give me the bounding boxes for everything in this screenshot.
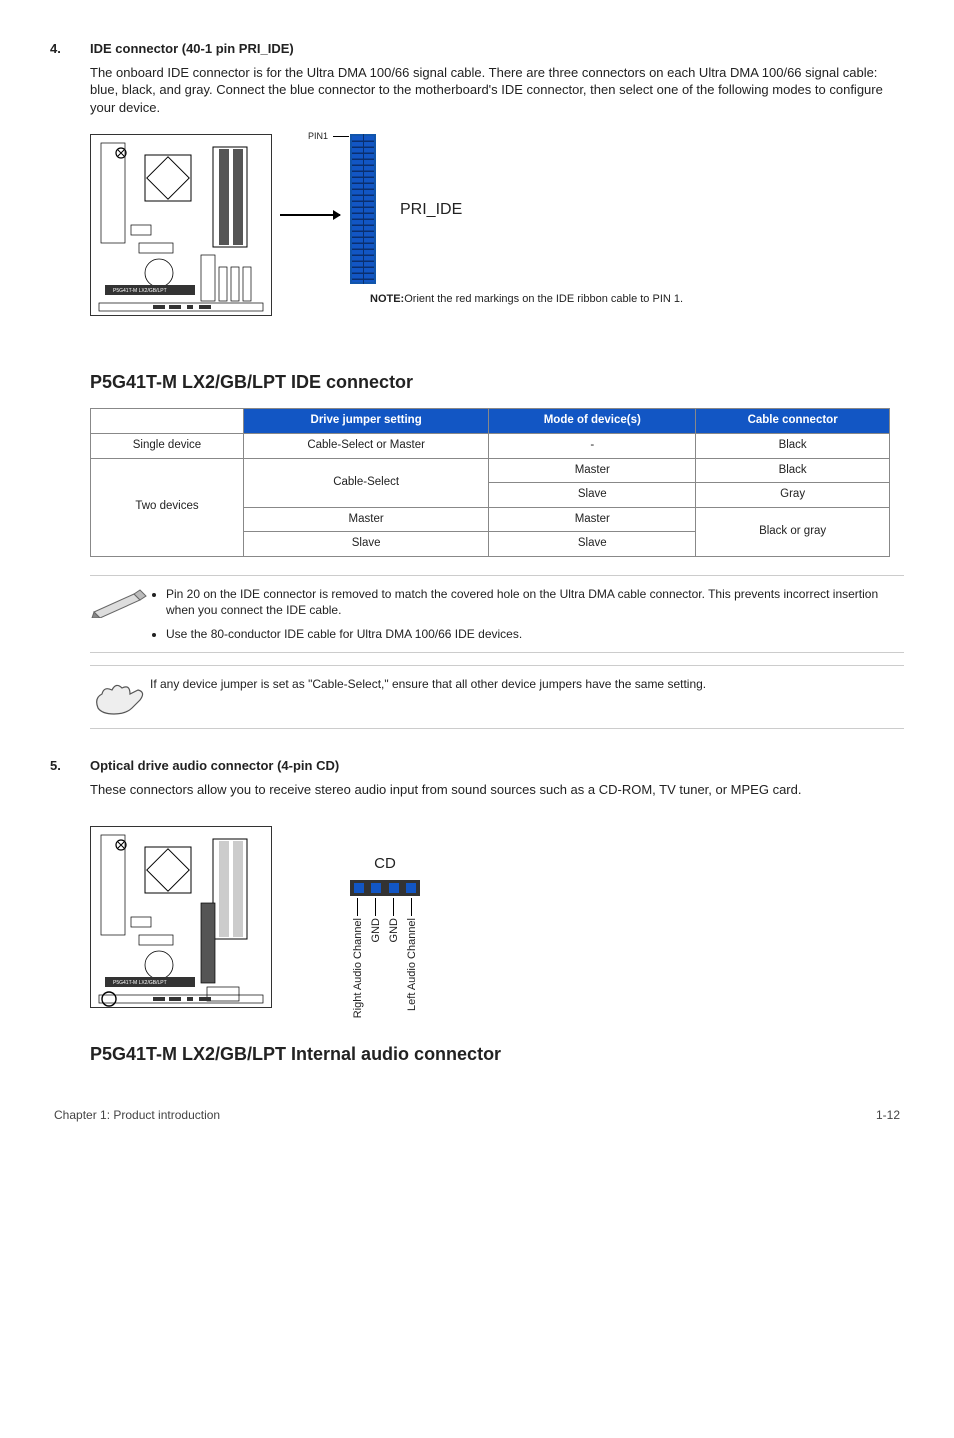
pri-ide-label: PRI_IDE (400, 199, 462, 221)
footer-left: Chapter 1: Product introduction (54, 1107, 220, 1123)
pin1-leader (333, 136, 349, 137)
cd-pin-labels: Right Audio Channel GND GND Left Audio C… (350, 898, 420, 1008)
cd-label: CD (350, 854, 420, 874)
ide-diagram: P5G41T-M LX2/GB/LPT PIN1 PRI_IDE NOTE:Or… (90, 134, 904, 364)
cd-diagram: P5G41T-M LX2/GB/LPT CD Right Audio Chann… (90, 816, 590, 1046)
section4-body: The onboard IDE connector is for the Ult… (90, 64, 904, 117)
footer-right: 1-12 (876, 1107, 900, 1123)
ide-caption: P5G41T-M LX2/GB/LPT IDE connector (90, 370, 904, 394)
note-item: Use the 80-conductor IDE cable for Ultra… (166, 626, 904, 642)
table-header-drive: Drive jumper setting (243, 409, 488, 434)
section5-num: 5. (50, 757, 90, 775)
pin1-label: PIN1 (308, 130, 328, 142)
section5-body: These connectors allow you to receive st… (90, 781, 904, 799)
note-rest: Orient the red markings on the IDE ribbo… (404, 293, 683, 305)
section5-header: 5. Optical drive audio connector (4-pin … (50, 757, 904, 775)
section4-title: IDE connector (40-1 pin PRI_IDE) (90, 40, 294, 58)
table-header-mode: Mode of device(s) (489, 409, 696, 434)
svg-text:P5G41T-M LX2/GB/LPT: P5G41T-M LX2/GB/LPT (113, 288, 167, 294)
pencil-icon (90, 586, 150, 618)
table-header-blank (91, 409, 244, 434)
cd-pin-label: Left Audio Channel (405, 918, 420, 1011)
cd-pin-label: GND (369, 918, 384, 942)
section4-header: 4. IDE connector (40-1 pin PRI_IDE) (50, 40, 904, 58)
jumper-table: Drive jumper setting Mode of device(s) C… (90, 408, 890, 556)
cd-pin-label: GND (387, 918, 402, 942)
table-row: Two devices Cable-Select Master Black (91, 458, 890, 483)
cd-connector: CD Right Audio Channel GND GND Left Audi… (350, 854, 420, 1008)
pencil-note-body: Pin 20 on the IDE connector is removed t… (150, 586, 904, 643)
cd-pins (350, 880, 420, 896)
table-row: Single device Cable-Select or Master - B… (91, 434, 890, 459)
pencil-note-block: Pin 20 on the IDE connector is removed t… (90, 575, 904, 654)
hand-icon (90, 676, 150, 718)
table-header-cable: Cable connector (696, 409, 890, 434)
page-footer: Chapter 1: Product introduction 1-12 (50, 1107, 904, 1123)
motherboard-sketch: P5G41T-M LX2/GB/LPT (90, 134, 272, 316)
diagram-arrow (280, 214, 340, 216)
section5-title: Optical drive audio connector (4-pin CD) (90, 757, 339, 775)
note-item: Pin 20 on the IDE connector is removed t… (166, 586, 904, 618)
hand-note-block: If any device jumper is set as "Cable-Se… (90, 665, 904, 729)
note-bold: NOTE: (370, 293, 404, 305)
svg-text:P5G41T-M LX2/GB/LPT: P5G41T-M LX2/GB/LPT (113, 980, 167, 986)
hand-note-body: If any device jumper is set as "Cable-Se… (150, 676, 904, 692)
section4-num: 4. (50, 40, 90, 58)
ide-note: NOTE:Orient the red markings on the IDE … (370, 292, 683, 306)
cd-pin-label: Right Audio Channel (351, 918, 366, 1018)
motherboard-sketch-2: P5G41T-M LX2/GB/LPT (90, 826, 272, 1008)
ide-pin-block (350, 134, 376, 284)
